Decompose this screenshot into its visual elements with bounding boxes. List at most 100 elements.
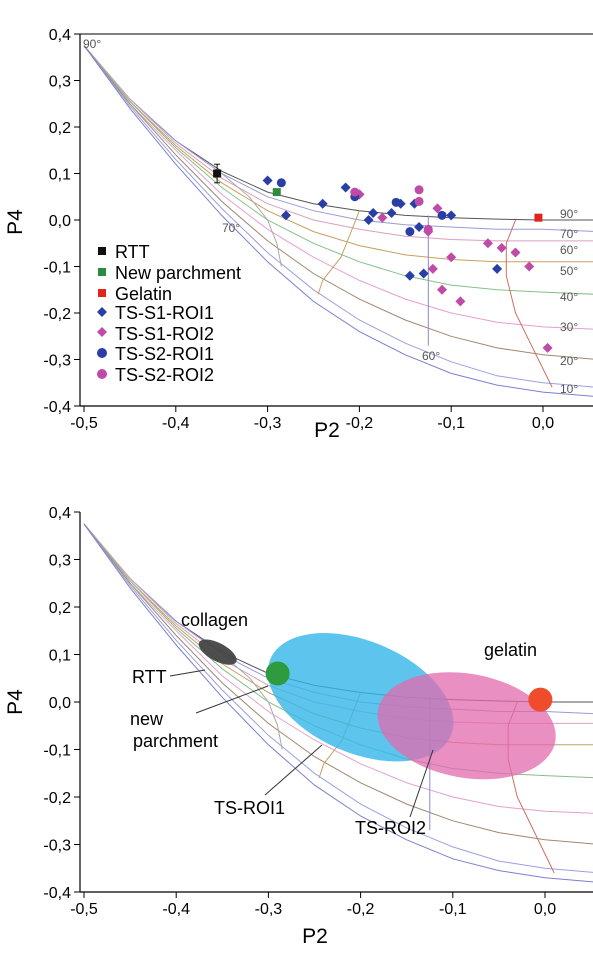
y-tick-label: -0,2 (43, 790, 71, 807)
point-ts-s2-roi2 (350, 187, 360, 197)
x-tick-label: -0,4 (162, 901, 190, 918)
top-data-points (213, 163, 553, 353)
region-ts-roi2 (377, 672, 556, 780)
legend-label-ts-s2-roi2: TS-S2-ROI2 (115, 365, 214, 385)
point-ts-s1-roi2 (482, 238, 493, 249)
legend-label-ts-s1-roi2: TS-S1-ROI2 (115, 324, 214, 344)
y-tick-label: 0,4 (49, 27, 71, 44)
point-ts-s2-roi2 (414, 196, 424, 206)
y-tick-label: -0,3 (43, 838, 71, 855)
point-ts-s1-roi2 (437, 284, 448, 295)
point-gelatin (534, 213, 543, 222)
point-ts-s2-roi1 (437, 210, 447, 220)
label-parchment: parchment (133, 731, 218, 751)
x-tick-label: -0,4 (162, 415, 190, 432)
region-new-parchment (265, 661, 290, 686)
point-ts-s2-roi2 (414, 185, 424, 195)
y-tick-label: 0,3 (49, 74, 71, 91)
legend-marker-ts-s1-roi2 (97, 327, 107, 337)
y-tick-label: 0,2 (49, 120, 71, 137)
point-ts-s1-roi1 (340, 182, 351, 193)
point-ts-s1-roi2 (496, 242, 507, 253)
angle-label-60-right: 60° (560, 243, 578, 257)
angle-label-90-left: 90° (83, 37, 101, 51)
x-tick-label: -0,2 (347, 901, 375, 918)
angle-label-50-right: 50° (560, 264, 578, 278)
x-tick-label: -0,5 (70, 901, 98, 918)
y-tick-label: 0,4 (49, 505, 71, 522)
x-tick-label: 0,0 (534, 901, 556, 918)
top-chart: -0,5 -0,4 -0,3 -0,2 -0,1 0,0-0,4-0,3-0,2-0,10… (4, 27, 593, 442)
y-tick-label: 0,3 (49, 553, 71, 570)
bottom-x-label: P2 (302, 925, 328, 948)
point-ts-s1-roi1 (492, 263, 503, 274)
point-ts-s1-roi2 (432, 203, 443, 214)
point-new-parchment (272, 188, 281, 197)
legend-marker-gelatin (98, 289, 106, 297)
legend-marker-new-parchment (98, 268, 106, 276)
angle-label-10-right: 10° (560, 382, 578, 396)
point-ts-s1-roi1 (317, 198, 328, 209)
y-tick-label: -0,1 (43, 260, 71, 277)
y-tick-label: -0,4 (43, 885, 71, 902)
orientation-curve (83, 45, 593, 330)
angle-label-70-mid: 70° (222, 221, 240, 235)
label-gelatin: gelatin (484, 640, 537, 660)
orientation-curve (83, 45, 593, 295)
label-rtt: RTT (132, 667, 167, 687)
legend-label-new-parchment: New parchment (115, 263, 241, 283)
new-parchment-leader-line (195, 685, 269, 714)
top-x-label: P2 (314, 419, 340, 442)
y-tick-label: 0,1 (49, 648, 71, 665)
region-rtt (198, 639, 237, 665)
point-ts-s1-roi1 (363, 215, 374, 225)
point-ts-s1-roi2 (455, 296, 466, 307)
x-tick-label: 0,0 (532, 415, 554, 432)
orientation-curve (83, 45, 593, 263)
orientation-curve (505, 219, 553, 388)
legend-label-rtt: RTT (115, 242, 150, 262)
y-tick-label: 0,0 (49, 695, 71, 712)
point-ts-s2-roi1 (391, 197, 401, 207)
legend-marker-ts-s1-roi1 (97, 307, 107, 317)
orientation-curve (83, 523, 593, 814)
y-tick-label: 0,2 (49, 600, 71, 617)
point-ts-s1-roi2 (427, 263, 438, 274)
x-tick-label: -0,5 (70, 415, 98, 432)
bottom-y-label: P4 (4, 689, 27, 715)
label-new: new (130, 709, 164, 729)
y-tick-label: -0,1 (43, 743, 71, 760)
point-ts-s1-roi1 (262, 175, 273, 186)
legend-label-ts-s2-roi1: TS-S2-ROI1 (115, 344, 214, 364)
y-tick-label: 0,0 (49, 213, 71, 230)
point-ts-s2-roi1 (405, 227, 415, 237)
x-tick-label: -0,1 (439, 901, 467, 918)
legend-marker-ts-s2-roi1 (97, 348, 107, 358)
point-ts-s2-roi1 (276, 178, 286, 188)
top-ticks: -0,5 -0,4 -0,3 -0,2 -0,1 0,0-0,4-0,3-0,2-0,10… (43, 27, 554, 432)
legend-marker-rtt (98, 247, 106, 255)
point-ts-s1-roi1 (368, 208, 379, 219)
point-ts-s1-roi2 (542, 342, 553, 353)
rtt-leader-line (169, 669, 206, 677)
angle-label-40-right: 40° (560, 290, 578, 304)
angle-label-20-right: 20° (560, 354, 578, 368)
orientation-curve (83, 45, 593, 242)
x-tick-label: -0,3 (255, 901, 283, 918)
point-ts-s1-roi2 (510, 247, 521, 258)
point-ts-s1-roi2 (524, 261, 535, 272)
label-ts-roi2: TS-ROI2 (355, 818, 426, 838)
top-y-label: P4 (4, 209, 27, 235)
label-collagen: collagen (181, 610, 248, 630)
point-ts-s1-roi2 (377, 212, 388, 223)
x-tick-label: -0,3 (254, 415, 282, 432)
orientation-curve (83, 45, 593, 388)
orientation-curve (83, 45, 593, 232)
x-tick-label: -0,1 (437, 415, 465, 432)
bottom-chart: -0,5 -0,4 -0,3 -0,2 -0,1 0,0-0,4-0,3-0,2-0,10… (4, 505, 593, 948)
angle-label-90-right: 90° (560, 207, 578, 221)
point-rtt (213, 169, 222, 178)
orientation-curve (317, 210, 360, 295)
point-ts-s1-roi1 (414, 221, 425, 232)
region-gelatin (528, 687, 553, 712)
